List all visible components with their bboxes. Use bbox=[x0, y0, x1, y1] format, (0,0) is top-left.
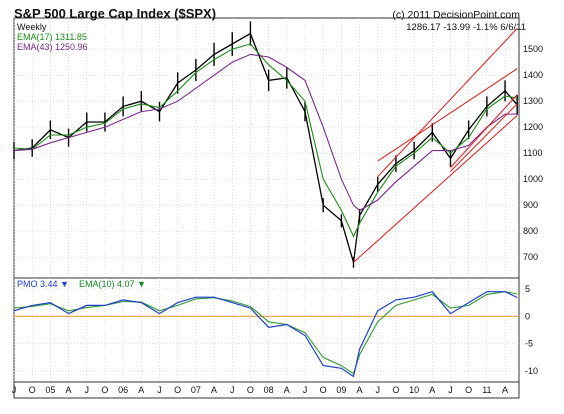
price-line bbox=[13, 32, 518, 263]
price-y-tick-label: 1400 bbox=[523, 70, 543, 80]
ema43-line bbox=[13, 53, 518, 212]
pmo-y-tick-label: 5 bbox=[525, 284, 530, 294]
trendline bbox=[377, 68, 518, 162]
price-y-tick-label: 1300 bbox=[523, 96, 543, 106]
price-y-tick-label: 1200 bbox=[523, 122, 543, 132]
price-y-tick-label: 800 bbox=[523, 226, 538, 236]
legend-pmo-ema: EMA(10) 4.07 ▼ bbox=[78, 279, 146, 289]
x-tick-label: O bbox=[174, 385, 181, 395]
pmo-line bbox=[13, 291, 518, 378]
x-tick-label: 08 bbox=[264, 385, 274, 395]
price-y-tick-label: 1500 bbox=[523, 44, 543, 54]
trendline bbox=[450, 94, 518, 168]
x-tick-label: J bbox=[448, 385, 453, 395]
price-y-tick-label: 1000 bbox=[523, 174, 543, 184]
x-tick-label: 05 bbox=[45, 385, 55, 395]
ema17-line bbox=[13, 43, 518, 238]
x-tick-label: J bbox=[375, 385, 380, 395]
x-tick-label: J bbox=[157, 385, 162, 395]
quote-readout: 1286.17 -13.99 -1.1% 6/6/11 bbox=[406, 22, 526, 33]
x-tick-label: O bbox=[320, 385, 327, 395]
x-tick-label: A bbox=[66, 385, 72, 395]
x-axis-frame bbox=[13, 381, 520, 399]
price-panel bbox=[13, 17, 520, 279]
x-tick-label: A bbox=[138, 385, 144, 395]
legend-pmo: PMO 3.44 ▼ bbox=[17, 279, 69, 289]
legend-ema17: EMA(17) 1311.85 bbox=[17, 32, 87, 42]
legend-ema43: EMA(43) 1250.96 bbox=[17, 42, 88, 52]
x-tick-label: 11 bbox=[482, 385, 491, 395]
pmo-y-tick-label: 0 bbox=[525, 311, 530, 321]
copyright-text: (c) 2011 DecisionPoint.com bbox=[392, 9, 520, 21]
pmo-panel bbox=[13, 277, 520, 383]
x-tick-label: 07 bbox=[191, 385, 201, 395]
x-tick-label: A bbox=[211, 385, 217, 395]
price-y-tick-label: 1100 bbox=[523, 148, 542, 158]
x-tick-label: 06 bbox=[118, 385, 128, 395]
x-tick-label: O bbox=[392, 385, 399, 395]
trendline bbox=[377, 28, 518, 177]
x-tick-label: O bbox=[101, 385, 108, 395]
price-y-tick-label: 900 bbox=[523, 200, 538, 210]
x-tick-label: J bbox=[84, 385, 89, 395]
pmo-y-tick-label: -5 bbox=[525, 339, 533, 349]
x-tick-label: A bbox=[429, 385, 435, 395]
x-tick-label: O bbox=[247, 385, 254, 395]
trendline bbox=[450, 103, 518, 172]
price-y-tick-label: 700 bbox=[523, 252, 538, 262]
x-tick-label: 09 bbox=[336, 385, 346, 395]
x-tick-label: O bbox=[29, 385, 36, 395]
x-tick-label: J bbox=[230, 385, 235, 395]
pmo-y-tick-label: -10 bbox=[525, 366, 538, 376]
x-tick-label: A bbox=[357, 385, 363, 395]
x-tick-label: 10 bbox=[409, 385, 419, 395]
x-tick-label: O bbox=[465, 385, 472, 395]
x-tick-label: A bbox=[502, 385, 508, 395]
chart-title: S&P 500 Large Cap Index ($SPX) bbox=[14, 6, 217, 21]
trendline bbox=[353, 115, 518, 263]
x-tick-label: J bbox=[303, 385, 308, 395]
pmo-legend: PMO 3.44 ▼ EMA(10) 4.07 ▼ bbox=[17, 279, 146, 289]
interval-label: Weekly bbox=[17, 22, 47, 32]
x-tick-label: A bbox=[284, 385, 290, 395]
